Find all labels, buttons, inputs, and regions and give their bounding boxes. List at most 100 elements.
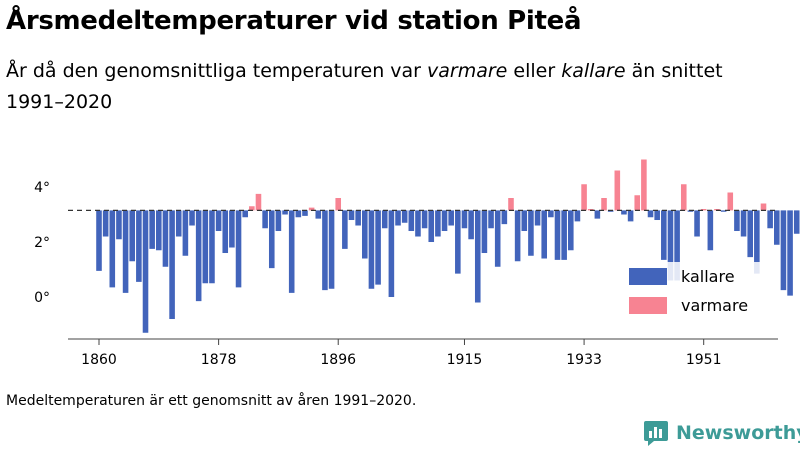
chart-title: Årsmedeltemperaturer vid station Piteå	[6, 6, 582, 36]
bar-1930	[561, 210, 567, 260]
bar-1873	[182, 210, 189, 256]
bar-1965	[793, 210, 800, 234]
bar-1863	[116, 210, 122, 240]
subtitle-text-1: År då den genomsnittliga temperaturen va…	[6, 60, 428, 82]
bar-1927	[541, 210, 547, 259]
bar-1907	[408, 210, 415, 232]
bar-1871	[169, 210, 175, 320]
bar-1947	[674, 210, 680, 281]
bar-1875	[195, 210, 202, 302]
bar-1905	[395, 210, 401, 226]
bar-1911	[435, 210, 441, 237]
subtitle-warm-word: varmare	[427, 60, 508, 82]
bar-1900	[362, 210, 368, 259]
bar-1902	[375, 210, 381, 285]
bar-1889	[288, 210, 295, 293]
bar-1885	[262, 210, 268, 229]
bar-1915	[461, 210, 468, 229]
bar-1914	[455, 210, 461, 274]
bar-1954	[720, 210, 727, 212]
bar-1872	[175, 210, 182, 237]
x-tick-label-1951: 1951	[686, 352, 722, 368]
bar-1899	[355, 210, 361, 226]
bar-1953	[714, 209, 720, 211]
bar-1952	[707, 210, 714, 251]
bar-1898	[348, 210, 355, 221]
y-tick-label-0: 0°	[34, 290, 50, 306]
x-tick-label-1933: 1933	[566, 352, 602, 368]
bar-1895	[328, 210, 335, 289]
bar-1948	[680, 184, 687, 211]
bar-1944	[654, 210, 660, 221]
bar-1877	[209, 210, 215, 284]
bar-1923	[514, 210, 521, 262]
bar-1884	[255, 193, 262, 211]
bar-1876	[202, 210, 209, 284]
bar-1916	[468, 210, 474, 240]
bar-1924	[521, 210, 528, 232]
legend-label-kallare: kallare	[681, 267, 735, 286]
bar-1920	[494, 210, 501, 267]
bar-1887	[275, 210, 282, 232]
bar-1897	[342, 210, 348, 249]
legend-swatch-varmare	[629, 297, 667, 314]
bar-1881	[235, 210, 242, 288]
chart-legend: kallare varmare	[618, 262, 768, 324]
bar-1949	[687, 210, 694, 212]
bar-1957	[740, 210, 747, 237]
bar-1951	[700, 209, 707, 211]
chart-subtitle: År då den genomsnittliga temperaturen va…	[6, 56, 786, 118]
bar-1861	[102, 210, 109, 237]
bar-1894	[322, 210, 328, 291]
bar-1926	[534, 210, 541, 226]
bar-1945	[661, 210, 667, 260]
bar-1956	[734, 210, 740, 232]
bar-1870	[162, 210, 169, 267]
bar-1888	[282, 210, 288, 215]
bar-1937	[607, 210, 614, 212]
bar-1959	[754, 210, 760, 274]
legend-swatch-kallare	[629, 268, 667, 285]
bar-1928	[548, 210, 554, 218]
bar-1940	[627, 210, 634, 222]
bar-1918	[481, 210, 488, 254]
bar-1883	[249, 206, 255, 211]
x-tick-label-1915: 1915	[447, 352, 483, 368]
subtitle-cold-word: kallare	[561, 60, 626, 82]
subtitle-text-3: än snittet 1991–2020	[6, 60, 723, 113]
bar-1906	[401, 210, 408, 223]
bar-1932	[574, 210, 581, 222]
bar-1913	[448, 210, 454, 226]
bar-1904	[388, 210, 395, 298]
bar-1919	[488, 210, 494, 229]
bar-1880	[229, 210, 235, 248]
bar-1891	[302, 210, 308, 216]
x-tick-label-1878: 1878	[201, 352, 237, 368]
bar-1955	[727, 192, 734, 211]
bar-1886	[268, 210, 275, 269]
newsworthy-logo[interactable]: Newsworthy	[644, 420, 800, 446]
bar-1912	[441, 210, 448, 232]
bar-1964	[787, 210, 793, 296]
bar-1936	[601, 198, 607, 211]
bar-1922	[508, 198, 514, 211]
bar-1903	[381, 210, 388, 229]
bar-1943	[647, 210, 654, 218]
bar-1869	[156, 210, 162, 251]
bar-1909	[421, 210, 428, 229]
bar-1938	[614, 170, 621, 211]
x-axis-ticks: 1860187818961915193319511970198820062024	[81, 339, 722, 368]
bar-1946	[667, 210, 674, 281]
bar-1925	[528, 210, 534, 256]
bar-1864	[122, 210, 129, 293]
bar-1961	[767, 210, 773, 229]
bar-1962	[774, 210, 780, 245]
bar-1950	[694, 210, 700, 237]
bar-1939	[621, 210, 627, 215]
newsworthy-logo-text: Newsworthy	[676, 422, 800, 444]
bar-1878	[215, 210, 222, 232]
bar-1933	[581, 184, 587, 211]
bar-1874	[189, 210, 195, 226]
y-tick-label-2: 2°	[34, 235, 50, 251]
bar-1941	[634, 195, 641, 211]
